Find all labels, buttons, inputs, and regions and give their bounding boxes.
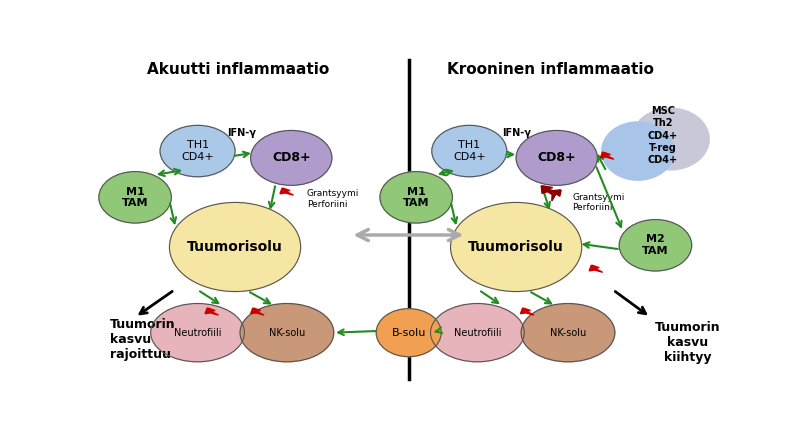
- Text: B-solu: B-solu: [392, 328, 426, 338]
- Text: M1
TAM: M1 TAM: [403, 186, 430, 208]
- Ellipse shape: [376, 309, 441, 356]
- Ellipse shape: [160, 125, 235, 177]
- Polygon shape: [521, 308, 534, 315]
- Ellipse shape: [632, 108, 709, 170]
- Polygon shape: [589, 265, 603, 272]
- Text: M1
TAM: M1 TAM: [122, 186, 148, 208]
- Text: CD8+: CD8+: [538, 151, 576, 164]
- Text: Tuumorin
kasvu
kiihtyy: Tuumorin kasvu kiihtyy: [655, 321, 721, 364]
- Ellipse shape: [99, 172, 172, 223]
- Ellipse shape: [380, 172, 452, 223]
- Text: Akuutti inflammaatio: Akuutti inflammaatio: [147, 62, 330, 77]
- Ellipse shape: [240, 303, 334, 362]
- Ellipse shape: [151, 303, 244, 362]
- Text: Tuumorisolu: Tuumorisolu: [468, 240, 564, 254]
- Text: Neutrofiili: Neutrofiili: [454, 328, 501, 338]
- Text: CD8+: CD8+: [272, 151, 310, 164]
- Ellipse shape: [521, 303, 615, 362]
- Polygon shape: [542, 186, 560, 194]
- Text: TH1
CD4+: TH1 CD4+: [453, 140, 486, 162]
- Text: IFN-γ: IFN-γ: [501, 128, 530, 138]
- Ellipse shape: [430, 303, 524, 362]
- Text: MSC
Th2
CD4+
T-reg
CD4+: MSC Th2 CD4+ T-reg CD4+: [648, 106, 678, 166]
- Text: M2
TAM: M2 TAM: [642, 235, 669, 256]
- Text: Grantsyymi
Perforiini: Grantsyymi Perforiini: [572, 193, 625, 212]
- Ellipse shape: [619, 219, 692, 271]
- Polygon shape: [547, 190, 561, 201]
- Text: Tuumorisolu: Tuumorisolu: [187, 240, 283, 254]
- Text: Grantsyymi
Perforiini: Grantsyymi Perforiini: [307, 189, 359, 209]
- Polygon shape: [600, 152, 614, 159]
- Ellipse shape: [251, 130, 332, 185]
- Text: Krooninen inflammaatio: Krooninen inflammaatio: [447, 62, 654, 77]
- Ellipse shape: [169, 202, 301, 291]
- Polygon shape: [251, 308, 264, 315]
- Text: NK-solu: NK-solu: [550, 328, 586, 338]
- Polygon shape: [280, 188, 293, 195]
- Text: NK-solu: NK-solu: [268, 328, 305, 338]
- Text: Tuumorin
kasvu
rajoittuu: Tuumorin kasvu rajoittuu: [110, 318, 176, 361]
- Text: TH1
CD4+: TH1 CD4+: [181, 140, 214, 162]
- Ellipse shape: [602, 122, 674, 180]
- Ellipse shape: [516, 130, 597, 185]
- Ellipse shape: [451, 202, 582, 291]
- Ellipse shape: [432, 125, 507, 177]
- Polygon shape: [205, 308, 218, 315]
- Text: IFN-γ: IFN-γ: [226, 128, 256, 138]
- Text: Neutrofiili: Neutrofiili: [174, 328, 222, 338]
